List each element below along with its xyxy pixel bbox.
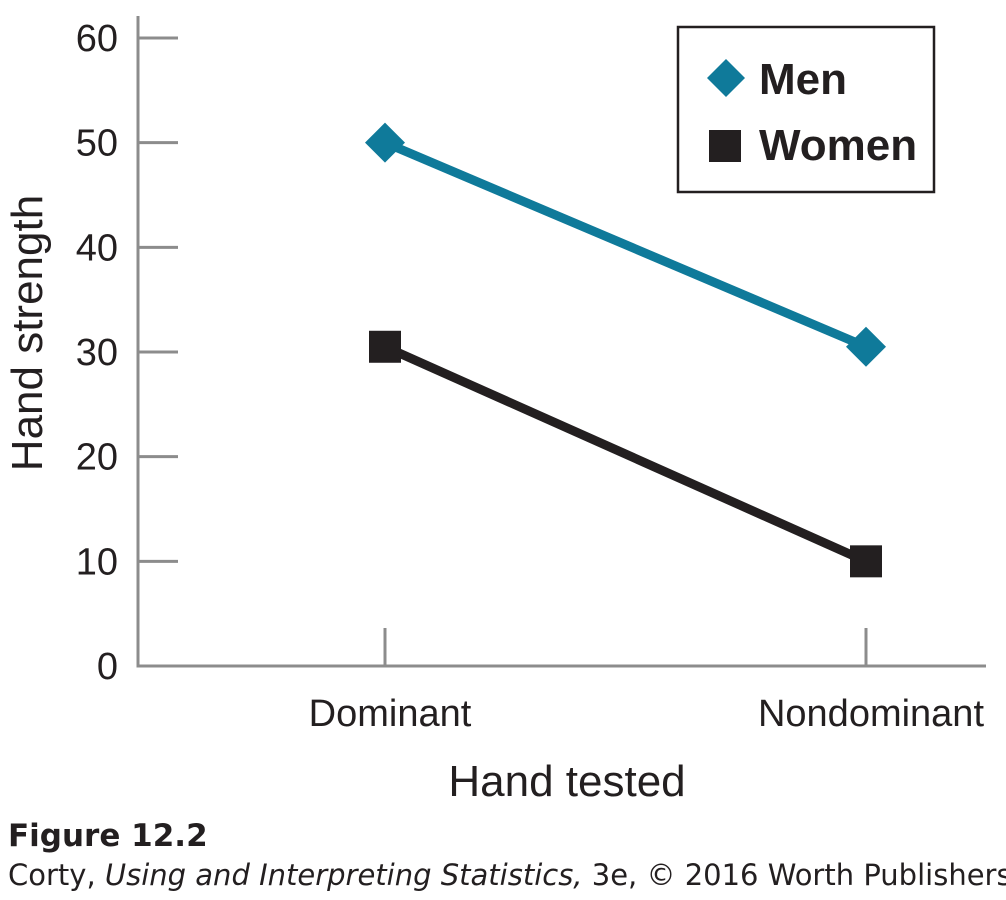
y-axis-title: Hand strength — [3, 195, 52, 471]
data-point-women — [850, 545, 882, 578]
y-tick-label: 30 — [76, 332, 118, 374]
y-tick-label: 40 — [76, 227, 118, 269]
legend-label-women: Women — [759, 121, 917, 170]
source-prefix: Corty, — [8, 858, 105, 892]
data-point-men — [365, 122, 405, 163]
legend-marker-women — [709, 130, 741, 162]
series-line-men — [383, 138, 868, 351]
line-chart: 0 10 20 30 40 50 60 Dominant Nondominant Hand s… — [3, 16, 986, 806]
legend-box — [676, 25, 936, 194]
series-line-women — [383, 342, 868, 566]
x-axis-ticks: Dominant Nondominant — [309, 628, 984, 735]
series-layer — [365, 122, 886, 578]
y-tick-label: 50 — [76, 123, 118, 165]
source-title: Using and Interpreting Statistics, — [104, 858, 583, 892]
x-tick-label: Dominant — [309, 693, 472, 735]
x-axis-title: Hand tested — [448, 757, 685, 806]
y-tick-label: 20 — [76, 437, 118, 479]
y-tick-label: 0 — [97, 646, 118, 688]
figure-label: Figure 12.2 — [8, 818, 208, 854]
x-tick-label: Nondominant — [758, 693, 984, 735]
figure-source: Corty, Using and Interpreting Statistics… — [8, 858, 1006, 892]
y-axis-ticks: 0 10 20 30 40 50 60 — [76, 18, 178, 688]
y-tick-label: 60 — [76, 18, 118, 60]
source-suffix: 3e, © 2016 Worth Publishers — [582, 858, 1006, 892]
y-tick-label: 10 — [76, 541, 118, 583]
series-women — [369, 330, 882, 578]
data-point-men — [846, 326, 886, 367]
axes — [136, 16, 986, 668]
data-point-women — [369, 330, 401, 363]
legend-label-men: Men — [759, 55, 847, 104]
legend: Men Women — [676, 25, 936, 194]
legend-marker-men — [707, 59, 745, 97]
series-men — [365, 122, 886, 367]
